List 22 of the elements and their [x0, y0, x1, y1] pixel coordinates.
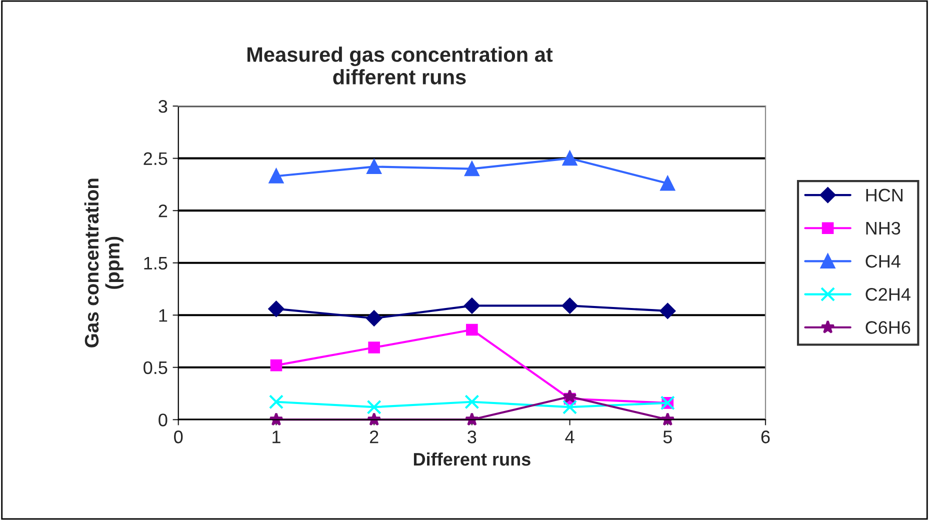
y-axis-title: Gas concentration (ppm) — [84, 178, 124, 348]
x-tick-label: 3 — [468, 430, 476, 444]
chart-title: Measured gas concentration at different runs — [247, 46, 553, 84]
y-tick-label: 2 — [158, 204, 168, 218]
y-tick-label: 0 — [158, 414, 168, 426]
x-tick-label: 4 — [565, 430, 574, 444]
legend-label: NH3 — [866, 222, 900, 235]
y-tick-label: 2.5 — [144, 152, 168, 166]
legend-label: C2H4 — [866, 288, 910, 301]
legend-label: CH4 — [866, 254, 900, 268]
y-tick-label: 0.5 — [144, 361, 168, 374]
legend-label: C6H6 — [866, 321, 910, 334]
x-tick-label: 0 — [174, 430, 183, 444]
x-tick-label: 6 — [761, 430, 770, 444]
legend-label: HCN — [866, 188, 902, 202]
y-tick-label: 3 — [158, 100, 168, 113]
x-axis-title: Different runs — [414, 452, 530, 466]
x-tick-label: 2 — [370, 430, 378, 444]
x-tick-label: 1 — [272, 430, 280, 444]
y-tick-label: 1 — [159, 309, 168, 322]
x-tick-label: 5 — [663, 430, 672, 444]
y-tick-label: 1.5 — [144, 256, 168, 270]
